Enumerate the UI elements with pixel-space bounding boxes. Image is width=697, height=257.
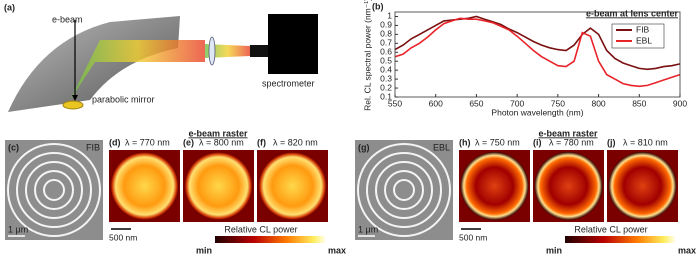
colorbar-title: Relative CL power <box>574 224 647 234</box>
panel-label: (b) <box>372 1 384 11</box>
sem-ring <box>384 170 424 210</box>
sem-ring <box>43 179 65 201</box>
sem-ring <box>393 179 415 201</box>
sem-label: (c) <box>8 142 19 152</box>
map-label: λ = 800 nm <box>199 137 244 147</box>
spectrometer-box <box>268 14 318 74</box>
colorbar-max: max <box>328 245 346 255</box>
map-label: λ = 820 nm <box>273 137 318 147</box>
cl-map-disk <box>460 152 529 220</box>
cl-map-disk <box>534 152 603 220</box>
sem-ring <box>7 143 101 237</box>
beam-label: e-beam <box>52 14 83 24</box>
sem-ring <box>375 161 433 219</box>
colorbar-min: min <box>546 245 562 255</box>
plot-frame <box>394 11 681 98</box>
light-beam <box>70 40 205 100</box>
colorbar-title: Relative CL power <box>224 224 297 234</box>
group-title: e-beam raster <box>188 128 248 138</box>
sem-scale: 1 μm <box>358 224 378 234</box>
cl-map-disk <box>110 152 179 220</box>
series-line <box>394 17 681 88</box>
colorbar <box>565 236 675 243</box>
group-title: e-beam raster <box>538 128 598 138</box>
map-tag: (f) <box>257 137 266 147</box>
y-tick-label: 0.4 <box>380 64 392 74</box>
sem-scale: 1 μm <box>8 224 28 234</box>
spectrometer-port <box>250 45 268 57</box>
sem-tag: EBL <box>433 142 450 152</box>
legend-label: EBL <box>636 35 652 45</box>
y-tick-label: 0.5 <box>380 55 392 65</box>
y-tick-label: 0.6 <box>380 47 392 57</box>
chart-title: e-beam at lens center <box>586 8 679 18</box>
map-label: λ = 810 nm <box>623 137 668 147</box>
y-tick-label: 0.7 <box>380 38 392 48</box>
lens <box>208 36 216 66</box>
x-tick-label: 700 <box>510 98 524 108</box>
y-tick-label: 0.1 <box>380 91 392 101</box>
cl-map-disk <box>184 152 253 220</box>
sem-ring <box>357 143 451 237</box>
panel-label: (a) <box>4 2 15 12</box>
sem-label: (g) <box>358 142 370 152</box>
cl-map-disk <box>608 152 677 220</box>
sem-ring <box>34 170 74 210</box>
arrow-head <box>72 95 78 101</box>
map-tag: (d) <box>109 137 121 147</box>
y-tick-label: 0.2 <box>380 82 392 92</box>
sem-tag: FIB <box>86 142 100 152</box>
sem-ring <box>25 161 83 219</box>
y-tick-label: 0.3 <box>380 73 392 83</box>
map-tag: (i) <box>533 137 542 147</box>
sample <box>62 100 84 110</box>
x-tick-label: 900 <box>673 98 687 108</box>
series-line <box>394 15 681 71</box>
mirror-label: parabolic mirror <box>92 94 155 104</box>
x-axis-label: Photon wavelength (nm) <box>491 107 583 117</box>
cl-map-disk <box>258 152 327 220</box>
spectrometer-label: spectrometer <box>262 78 315 88</box>
sem-ring <box>366 152 442 228</box>
x-tick-label: 650 <box>469 98 483 108</box>
sem-ring <box>16 152 92 228</box>
map-tag: (h) <box>459 137 471 147</box>
x-tick-label: 600 <box>429 98 443 108</box>
map-scale: 500 nm <box>459 232 487 242</box>
map-tag: (j) <box>607 137 616 147</box>
map-scale: 500 nm <box>109 232 137 242</box>
legend-label: FIB <box>636 24 650 34</box>
x-tick-label: 800 <box>591 98 605 108</box>
colorbar-max: max <box>678 245 696 255</box>
x-tick-label: 750 <box>551 98 565 108</box>
y-tick-label: 1 <box>387 11 392 21</box>
legend-box <box>611 23 665 49</box>
y-axis-label: Rel. CL spectral power (nm⁻¹) <box>362 0 372 111</box>
map-label: λ = 750 nm <box>475 137 520 147</box>
y-tick-label: 0.8 <box>380 29 392 39</box>
x-tick-label: 550 <box>388 98 402 108</box>
map-tag: (e) <box>183 137 194 147</box>
y-tick-label: 0.9 <box>380 20 392 30</box>
x-tick-label: 850 <box>632 98 646 108</box>
map-label: λ = 770 nm <box>125 137 170 147</box>
focused-beam <box>205 44 250 58</box>
colorbar <box>215 236 325 243</box>
map-label: λ = 780 nm <box>549 137 594 147</box>
colorbar-min: min <box>196 245 212 255</box>
